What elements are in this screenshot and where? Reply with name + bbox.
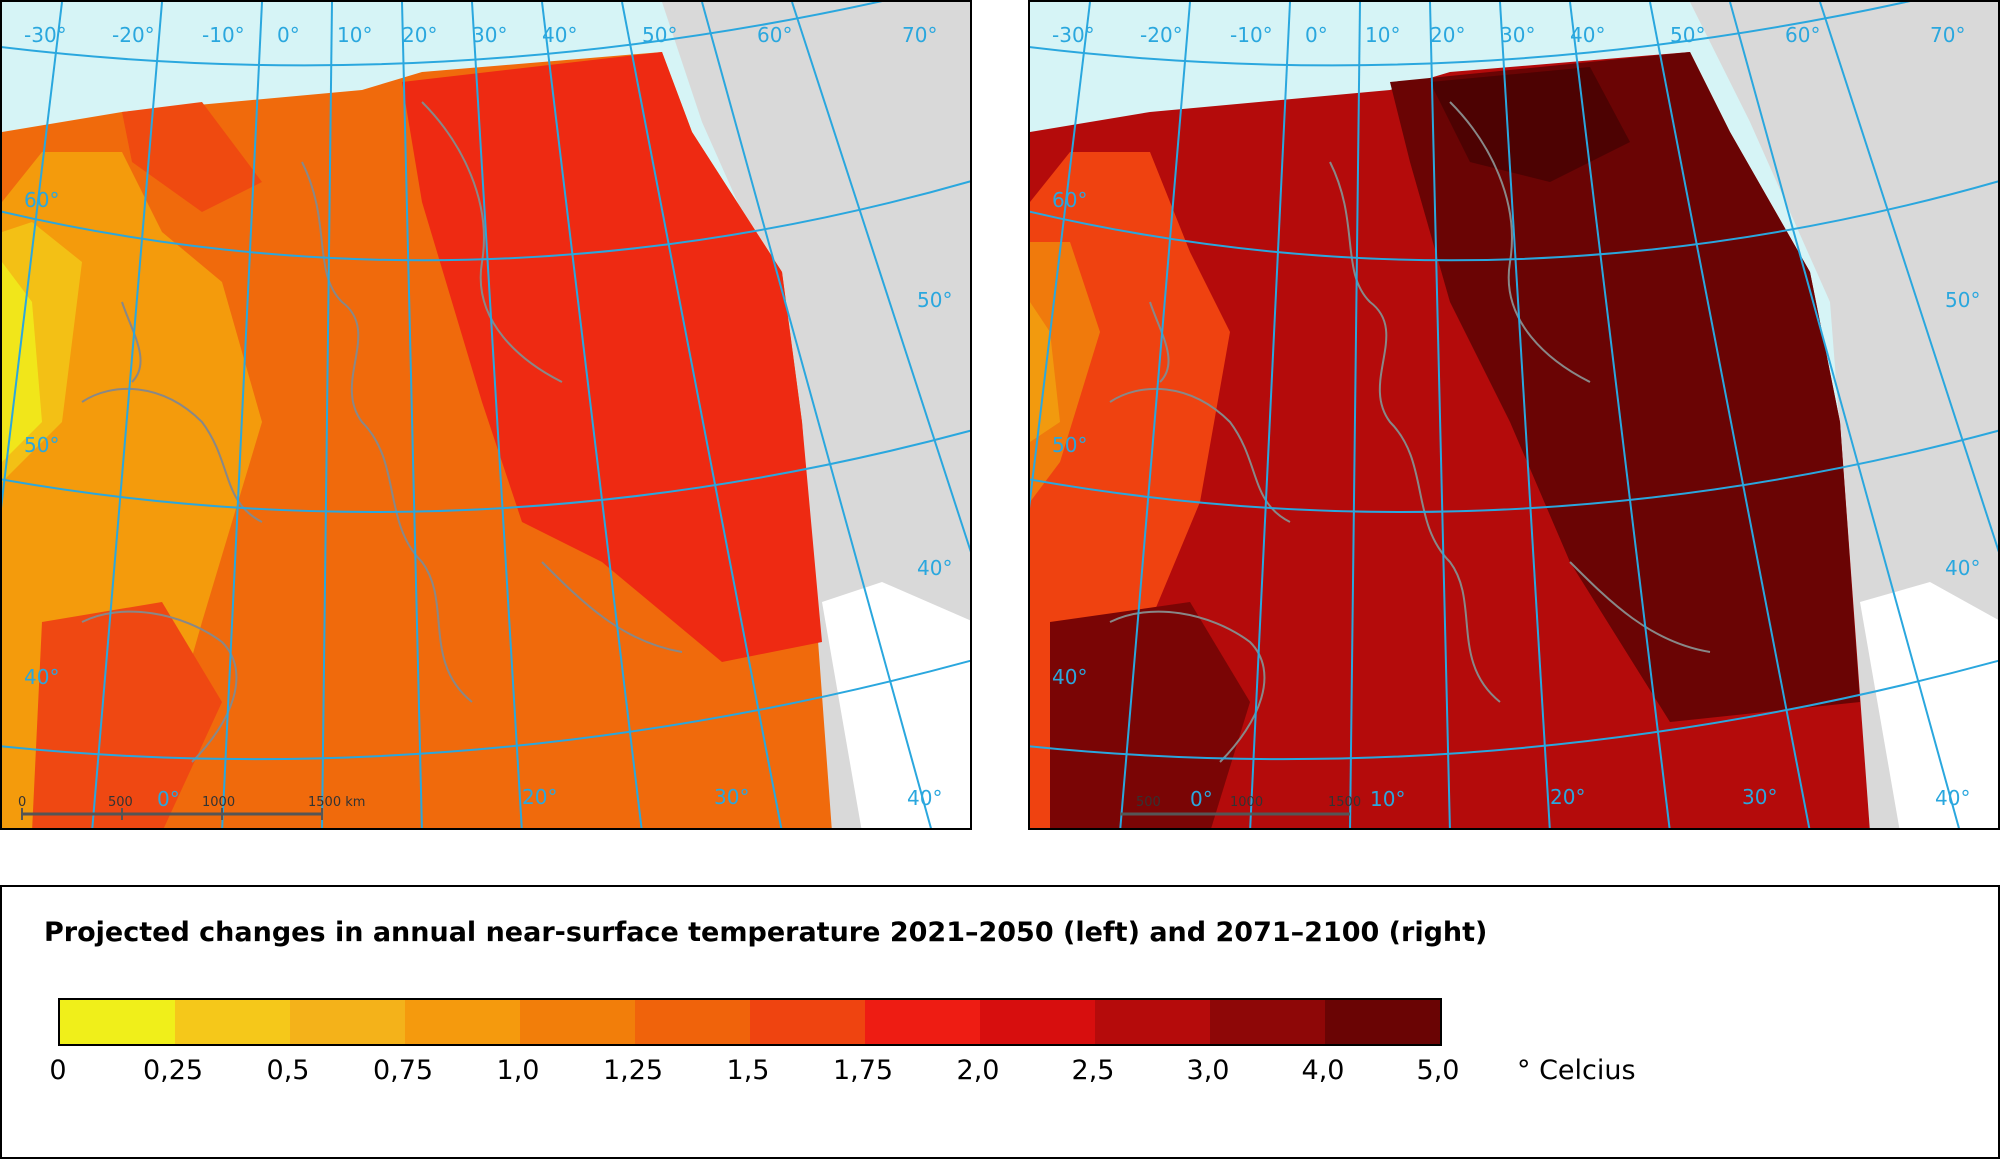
scale-label: 500: [108, 795, 133, 810]
lon-label: 70°: [902, 23, 937, 47]
legend-tick-label: 1,75: [832, 1055, 894, 1086]
lon-label: -10°: [202, 23, 245, 47]
legend-tick-label: 1,0: [496, 1055, 540, 1086]
scale-label: 0: [18, 795, 26, 810]
legend-swatch: [60, 1000, 175, 1044]
lat-label: 50°: [1945, 288, 1980, 312]
coastlines: [81, 101, 683, 763]
region-east-hottest: [1390, 52, 1860, 722]
legend-swatch: [1325, 1000, 1440, 1044]
scale-label: 500: [1136, 795, 1161, 810]
legend-swatch: [520, 1000, 635, 1044]
lat-label: 40°: [24, 665, 59, 689]
lon-label: -30°: [24, 23, 67, 47]
region-iberia: [32, 602, 222, 828]
legend-tick-label: 3,0: [1186, 1055, 1230, 1086]
lon-label: 40°: [542, 23, 577, 47]
legend-tick-label: 4,0: [1301, 1055, 1345, 1086]
legend-tick-label: 5,0: [1416, 1055, 1460, 1086]
scale-label: 1500 km: [308, 795, 365, 810]
legend-swatch: [635, 1000, 750, 1044]
graticule: [2, 2, 970, 828]
legend-tick-label: 0: [49, 1055, 67, 1086]
color-scale: [58, 998, 1442, 1046]
lat-label: 60°: [1052, 188, 1087, 212]
lat-label: 40°: [907, 786, 942, 810]
legend-swatch: [750, 1000, 865, 1044]
legend-tick-label: 0,25: [142, 1055, 204, 1086]
lon-label: 0°: [277, 23, 300, 47]
lon-label: 40°: [1570, 23, 1605, 47]
lon-labels: -30° -20° -10° 0° 10° 20° 30° 40° 50° 60…: [24, 23, 937, 47]
lat-label: 50°: [1052, 433, 1087, 457]
lon-label: 20°: [1550, 785, 1585, 809]
scale-label: 1500: [1328, 795, 1361, 810]
legend-swatch: [1095, 1000, 1210, 1044]
lon-label: 60°: [1785, 23, 1820, 47]
region-east-hot: [402, 52, 822, 662]
lon-label: 0°: [157, 787, 180, 811]
lon-label: 10°: [1370, 787, 1405, 811]
legend: Projected changes in annual near-surface…: [0, 885, 2000, 1159]
lon-label: 30°: [1742, 785, 1777, 809]
legend-swatch: [980, 1000, 1095, 1044]
graticule: [1030, 2, 1998, 828]
lon-label: 10°: [337, 23, 372, 47]
lon-label: 60°: [757, 23, 792, 47]
lon-label: 20°: [402, 23, 437, 47]
scale-bar: 500 1000 1500: [1120, 795, 1361, 816]
region-scandinavia: [1430, 67, 1630, 182]
legend-swatch: [865, 1000, 980, 1044]
legend-swatch: [175, 1000, 290, 1044]
scale-bar: 0 500 1000 1500 km: [18, 795, 365, 820]
map-panel-right[interactable]: -30° -20° -10° 0° 10° 20° 30° 40° 50° 60…: [1028, 0, 2000, 830]
lon-label: 30°: [472, 23, 507, 47]
lon-label: 0°: [1190, 787, 1213, 811]
lon-label: 0°: [1305, 23, 1328, 47]
lon-labels: -30° -20° -10° 0° 10° 20° 30° 40° 50° 60…: [1052, 23, 1965, 47]
scale-label: 1000: [202, 795, 235, 810]
lon-label: 50°: [1670, 23, 1705, 47]
lon-label: 20°: [1430, 23, 1465, 47]
legend-tick-label: 2,0: [956, 1055, 1000, 1086]
lat-label: 50°: [917, 288, 952, 312]
lat-labels: 60° 50° 40° 50° 40° 40° 0° 20° 30°: [24, 188, 952, 811]
lon-label: 30°: [714, 785, 749, 809]
lat-label: 40°: [1935, 786, 1970, 810]
legend-tick-label: 0,75: [372, 1055, 434, 1086]
map-left-svg: -30° -20° -10° 0° 10° 20° 30° 40° 50° 60…: [2, 2, 970, 828]
scale-label: 1000: [1230, 795, 1263, 810]
legend-tick-label: 0,5: [266, 1055, 310, 1086]
lat-label: 50°: [24, 433, 59, 457]
region-iberia: [1050, 602, 1250, 828]
region-north-atlantic: [122, 102, 262, 212]
legend-tick-label: 2,5: [1071, 1055, 1115, 1086]
map-panel-left[interactable]: -30° -20° -10° 0° 10° 20° 30° 40° 50° 60…: [0, 0, 972, 830]
legend-tick-label: 1,5: [726, 1055, 770, 1086]
lat-label: 60°: [24, 188, 59, 212]
lat-label: 40°: [1945, 556, 1980, 580]
lon-label: -10°: [1230, 23, 1273, 47]
legend-title: Projected changes in annual near-surface…: [44, 917, 1488, 948]
lat-label: 40°: [917, 556, 952, 580]
legend-swatch: [290, 1000, 405, 1044]
lon-label: 70°: [1930, 23, 1965, 47]
lon-label: 10°: [1365, 23, 1400, 47]
lon-label: -20°: [112, 23, 155, 47]
map-right-svg: -30° -20° -10° 0° 10° 20° 30° 40° 50° 60…: [1030, 2, 1998, 828]
legend-swatch: [1210, 1000, 1325, 1044]
region-low-atlantic: [1030, 242, 1100, 502]
lon-label: 30°: [1500, 23, 1535, 47]
legend-tick-label: 1,25: [602, 1055, 664, 1086]
coastlines: [1109, 101, 1711, 763]
lat-labels: 60° 50° 40° 50° 40° 40° 0° 10° 20° 30°: [1052, 188, 1980, 811]
lon-label: -20°: [1140, 23, 1183, 47]
lon-label: 50°: [642, 23, 677, 47]
legend-unit: ° Celcius: [1517, 1055, 1636, 1086]
lon-label: 20°: [522, 785, 557, 809]
caspian-area: [1860, 582, 1998, 828]
lat-label: 40°: [1052, 665, 1087, 689]
lon-label: -30°: [1052, 23, 1095, 47]
legend-swatch: [405, 1000, 520, 1044]
